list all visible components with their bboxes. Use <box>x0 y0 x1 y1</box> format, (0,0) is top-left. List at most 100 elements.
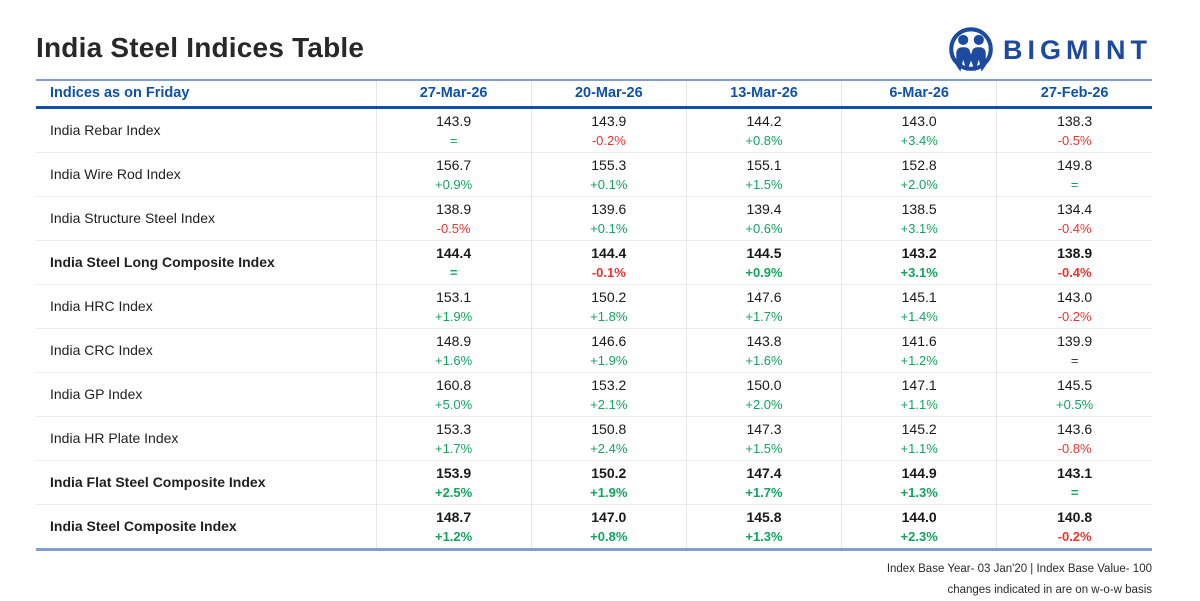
index-cell: 139.9= <box>997 328 1152 372</box>
index-cell: 143.9-0.2% <box>531 107 686 152</box>
index-cell: 147.6+1.7% <box>686 284 841 328</box>
index-cell: 143.0+3.4% <box>842 107 997 152</box>
index-cell: 143.8+1.6% <box>686 328 841 372</box>
column-header-indices: Indices as on Friday <box>36 80 376 107</box>
column-header-date: 27-Feb-26 <box>997 80 1152 107</box>
index-change: +0.5% <box>997 395 1152 414</box>
index-cell: 143.2+3.1% <box>842 240 997 284</box>
index-cell: 147.0+0.8% <box>531 504 686 549</box>
index-change: +2.0% <box>687 395 841 414</box>
index-change: = <box>997 175 1152 194</box>
index-change: +1.6% <box>377 351 531 370</box>
index-cell: 147.3+1.5% <box>686 416 841 460</box>
index-value: 143.6 <box>997 419 1152 439</box>
index-cell: 150.8+2.4% <box>531 416 686 460</box>
index-value: 156.7 <box>377 155 531 175</box>
index-cell: 144.2+0.8% <box>686 107 841 152</box>
index-value: 155.3 <box>532 155 686 175</box>
row-label: India HRC Index <box>36 284 376 328</box>
bigmint-logo-text: BIGMINT <box>1003 35 1152 66</box>
index-cell: 145.5+0.5% <box>997 372 1152 416</box>
column-header-date: 6-Mar-26 <box>842 80 997 107</box>
index-cell: 143.9= <box>376 107 531 152</box>
index-value: 143.9 <box>532 111 686 131</box>
index-value: 160.8 <box>377 375 531 395</box>
index-change: = <box>377 263 531 282</box>
index-change: +1.7% <box>687 483 841 502</box>
index-change: +2.0% <box>842 175 996 194</box>
index-value: 143.2 <box>842 243 996 263</box>
index-change: +0.1% <box>532 175 686 194</box>
index-change: -0.5% <box>377 219 531 238</box>
index-change: +0.8% <box>532 527 686 546</box>
index-change: -0.4% <box>997 263 1152 282</box>
index-value: 145.5 <box>997 375 1152 395</box>
index-change: -0.8% <box>997 439 1152 458</box>
index-change: -0.2% <box>997 527 1152 546</box>
index-change: +2.1% <box>532 395 686 414</box>
row-label: India Steel Composite Index <box>36 504 376 549</box>
index-change: +1.7% <box>377 439 531 458</box>
index-value: 138.5 <box>842 199 996 219</box>
index-value: 143.0 <box>842 111 996 131</box>
footnote-line2: changes indicated in are on w-o-w basis <box>36 580 1152 601</box>
footnote-line1: Index Base Year- 03 Jan'20 | Index Base … <box>36 559 1152 580</box>
index-value: 143.1 <box>997 463 1152 483</box>
index-value: 144.0 <box>842 507 996 527</box>
index-value: 143.0 <box>997 287 1152 307</box>
bigmint-logo: BIGMINT <box>948 26 1152 74</box>
index-value: 153.9 <box>377 463 531 483</box>
index-cell: 143.6-0.8% <box>997 416 1152 460</box>
index-value: 146.6 <box>532 331 686 351</box>
index-value: 139.4 <box>687 199 841 219</box>
row-label: India GP Index <box>36 372 376 416</box>
index-value: 144.4 <box>532 243 686 263</box>
index-cell: 153.1+1.9% <box>376 284 531 328</box>
index-value: 145.1 <box>842 287 996 307</box>
column-header-date: 20-Mar-26 <box>531 80 686 107</box>
index-cell: 140.8-0.2% <box>997 504 1152 549</box>
index-cell: 153.3+1.7% <box>376 416 531 460</box>
index-value: 145.8 <box>687 507 841 527</box>
index-cell: 139.6+0.1% <box>531 196 686 240</box>
index-value: 138.9 <box>377 199 531 219</box>
index-value: 138.9 <box>997 243 1152 263</box>
index-cell: 134.4-0.4% <box>997 196 1152 240</box>
column-header-date: 13-Mar-26 <box>686 80 841 107</box>
index-cell: 143.0-0.2% <box>997 284 1152 328</box>
index-change: +1.5% <box>687 439 841 458</box>
index-cell: 148.9+1.6% <box>376 328 531 372</box>
index-cell: 144.4-0.1% <box>531 240 686 284</box>
index-value: 150.8 <box>532 419 686 439</box>
index-change: +1.3% <box>842 483 996 502</box>
index-cell: 150.0+2.0% <box>686 372 841 416</box>
index-value: 141.6 <box>842 331 996 351</box>
index-change: -0.2% <box>532 131 686 150</box>
index-change: +1.4% <box>842 307 996 326</box>
index-value: 140.8 <box>997 507 1152 527</box>
index-change: -0.4% <box>997 219 1152 238</box>
index-change: +0.9% <box>377 175 531 194</box>
index-value: 144.9 <box>842 463 996 483</box>
index-change: +1.9% <box>377 307 531 326</box>
index-change: = <box>997 351 1152 370</box>
index-change: +1.1% <box>842 395 996 414</box>
index-value: 143.8 <box>687 331 841 351</box>
index-change: +3.4% <box>842 131 996 150</box>
index-change: +1.8% <box>532 307 686 326</box>
index-cell: 144.5+0.9% <box>686 240 841 284</box>
row-label: India Wire Rod Index <box>36 152 376 196</box>
index-value: 145.2 <box>842 419 996 439</box>
row-label: India CRC Index <box>36 328 376 372</box>
index-cell: 143.1= <box>997 460 1152 504</box>
index-change: +1.9% <box>532 351 686 370</box>
row-label: India Flat Steel Composite Index <box>36 460 376 504</box>
index-value: 139.6 <box>532 199 686 219</box>
